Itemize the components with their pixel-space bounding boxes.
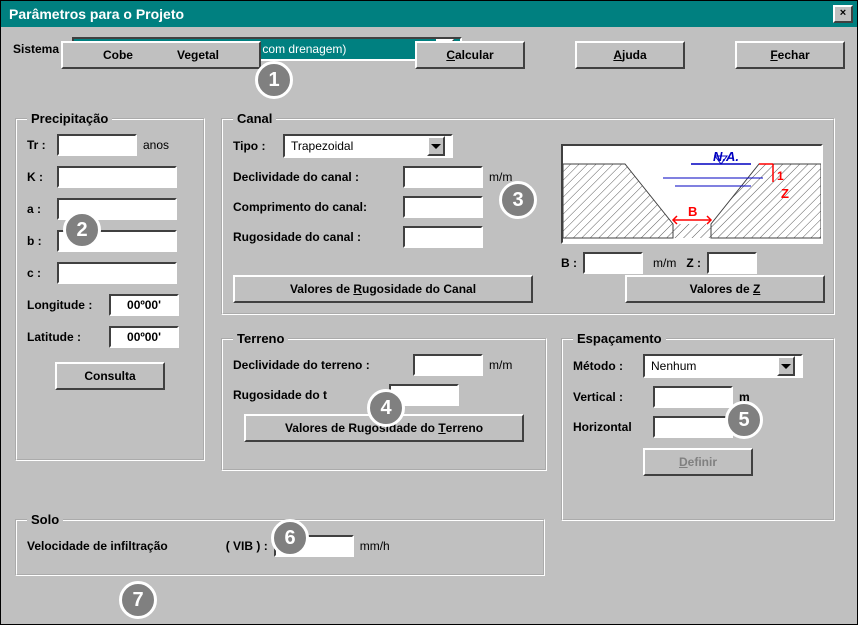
metodo-dropdown-arrow[interactable]	[777, 356, 795, 376]
canal-decl-input[interactable]	[403, 166, 483, 188]
badge-7: 7	[119, 581, 157, 619]
metodo-value: Nenhum	[651, 359, 696, 373]
tipo-value: Trapezoidal	[291, 139, 353, 153]
svg-text:1: 1	[777, 169, 784, 183]
k-label: K :	[27, 170, 57, 184]
canal-b-unit: m/m	[653, 256, 676, 270]
canal-rug-label: Rugosidade do canal :	[233, 230, 403, 244]
espacamento-group: Espaçamento Método : Nenhum Vertical : m…	[561, 331, 835, 521]
terreno-legend: Terreno	[233, 331, 288, 346]
terreno-decl-input[interactable]	[413, 354, 483, 376]
tipo-label: Tipo :	[233, 139, 283, 153]
vertical-label: Vertical :	[573, 390, 653, 404]
badge-6: 6	[271, 519, 309, 557]
titlebar: Parâmetros para o Projeto ×	[1, 1, 857, 27]
precipitacao-group: Precipitação Tr : anos K : a : b : c :	[15, 111, 205, 461]
latitude-label: Latitude :	[27, 330, 105, 344]
svg-text:B: B	[688, 204, 697, 219]
tipo-dropdown-arrow[interactable]	[427, 136, 445, 156]
canal-z-input[interactable]	[707, 252, 757, 274]
badge-1: 1	[255, 61, 293, 99]
content-area: Sistema : Terraços com Grad com drenagem…	[1, 27, 857, 83]
horizontal-input[interactable]	[653, 416, 733, 438]
latitude-input[interactable]: 00º00'	[109, 326, 179, 348]
canal-decl-label: Declividade do canal :	[233, 170, 403, 184]
bottom-button-row: Cobe Vegetal Calcular Ajuda Fechar	[15, 41, 845, 69]
close-button[interactable]: ×	[833, 5, 853, 23]
precip-legend: Precipitação	[27, 111, 112, 126]
vertical-input[interactable]	[653, 386, 733, 408]
c-label: c :	[27, 266, 57, 280]
terreno-decl-label: Declividade do terreno :	[233, 358, 413, 372]
badge-3: 3	[499, 181, 537, 219]
tr-input[interactable]	[57, 134, 137, 156]
canal-b-input[interactable]	[583, 252, 643, 274]
metodo-combo[interactable]: Nenhum	[643, 354, 803, 378]
terreno-rug-label: Rugosidade do t	[233, 388, 327, 402]
valores-z-button[interactable]: Valores de Z	[625, 275, 825, 303]
fechar-button[interactable]: Fechar	[735, 41, 845, 69]
tipo-combo[interactable]: Trapezoidal	[283, 134, 453, 158]
canal-rug-input[interactable]	[403, 226, 483, 248]
solo-unit: mm/h	[360, 539, 390, 553]
canal-comp-label: Comprimento do canal:	[233, 200, 403, 214]
cobertura-vegetal-button[interactable]: Cobe Vegetal	[61, 41, 261, 69]
terreno-decl-unit: m/m	[489, 358, 512, 372]
canal-b-label: B :	[561, 256, 577, 270]
definir-button[interactable]: Definir	[643, 448, 753, 476]
badge-2: 2	[63, 211, 101, 249]
k-input[interactable]	[57, 166, 177, 188]
canal-comp-input[interactable]	[403, 196, 483, 218]
c-input[interactable]	[57, 262, 177, 284]
canal-z-label: Z :	[686, 256, 701, 270]
badge-4: 4	[367, 389, 405, 427]
metodo-label: Método :	[573, 359, 643, 373]
longitude-label: Longitude :	[27, 298, 105, 312]
b-label: b :	[27, 234, 57, 248]
window-title: Parâmetros para o Projeto	[9, 6, 184, 22]
canal-diagram: N.A. B 1 Z	[561, 144, 823, 244]
espac-legend: Espaçamento	[573, 331, 666, 346]
solo-label-right: ( VIB ) :	[226, 539, 268, 553]
tr-label: Tr :	[27, 138, 57, 152]
dialog-window: Parâmetros para o Projeto × Sistema : Te…	[0, 0, 858, 625]
longitude-input[interactable]: 00º00'	[109, 294, 179, 316]
canal-legend: Canal	[233, 111, 276, 126]
badge-5: 5	[725, 401, 763, 439]
solo-legend: Solo	[27, 512, 63, 527]
svg-text:Z: Z	[781, 186, 789, 201]
calcular-button[interactable]: Calcular	[415, 41, 525, 69]
horizontal-label: Horizontal	[573, 420, 653, 434]
solo-label-left: Velocidade de infiltração	[27, 539, 168, 553]
rugosidade-canal-button[interactable]: Valores de Rugosidade do Canal	[233, 275, 533, 303]
tr-unit: anos	[143, 138, 169, 152]
ajuda-button[interactable]: Ajuda	[575, 41, 685, 69]
consulta-button[interactable]: Consulta	[55, 362, 165, 390]
a-label: a :	[27, 202, 57, 216]
